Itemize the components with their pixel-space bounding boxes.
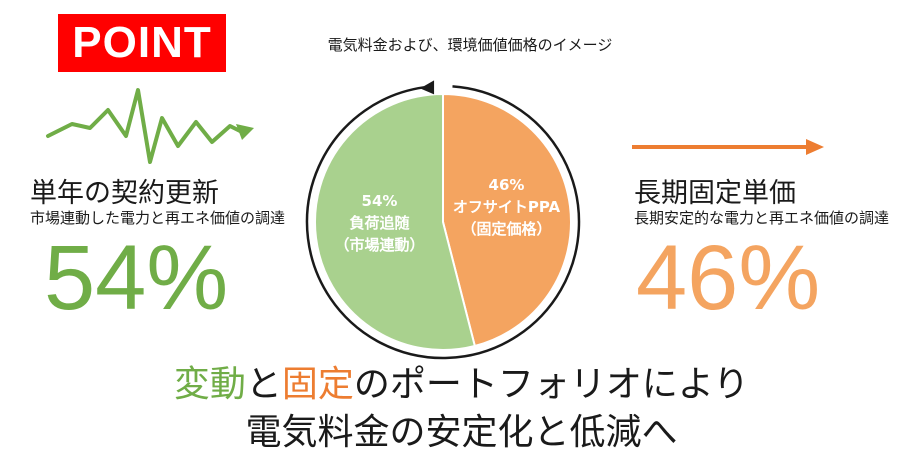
pie-label-fixed: 46%オフサイトPPA （固定価格） xyxy=(453,176,561,238)
cycle-arrow-icon xyxy=(420,80,435,95)
right-percent: 46% xyxy=(636,227,821,329)
slogan-highlight-fixed: 固定 xyxy=(281,364,354,405)
pie-label-variable: 54%負荷追随（市場連動） xyxy=(334,192,424,254)
left-title: 単年の契約更新 xyxy=(30,178,219,209)
slogan-rest: のポートフォリオにより xyxy=(353,364,750,405)
chart-caption: 電気料金および、環境価値価格のイメージ xyxy=(327,36,613,54)
slogan-line-2: 電気料金の安定化と低減へ xyxy=(245,412,678,453)
fluctuating-line-arrow-icon xyxy=(46,88,254,164)
slogan-line-1: 変動と固定のポートフォリオにより xyxy=(0,364,923,406)
slogan-highlight-variable: 変動 xyxy=(173,364,246,405)
point-badge: POINT xyxy=(58,14,226,72)
right-subtitle: 長期安定的な電力と再エネ価値の調達 xyxy=(634,209,890,227)
straight-arrow-icon xyxy=(632,139,824,155)
pie-slice-variable xyxy=(314,92,477,351)
pie-slice-fixed xyxy=(442,92,572,348)
pie-chart: 46%オフサイトPPA （固定価格） 54%負荷追随（市場連動） xyxy=(305,80,581,360)
left-percent: 54% xyxy=(44,227,229,329)
cycle-ring xyxy=(305,85,581,360)
right-title: 長期固定単価 xyxy=(634,178,796,209)
left-subtitle: 市場連動した電力と再エネ価値の調達 xyxy=(30,209,286,227)
slogan-connector: と xyxy=(245,364,282,405)
